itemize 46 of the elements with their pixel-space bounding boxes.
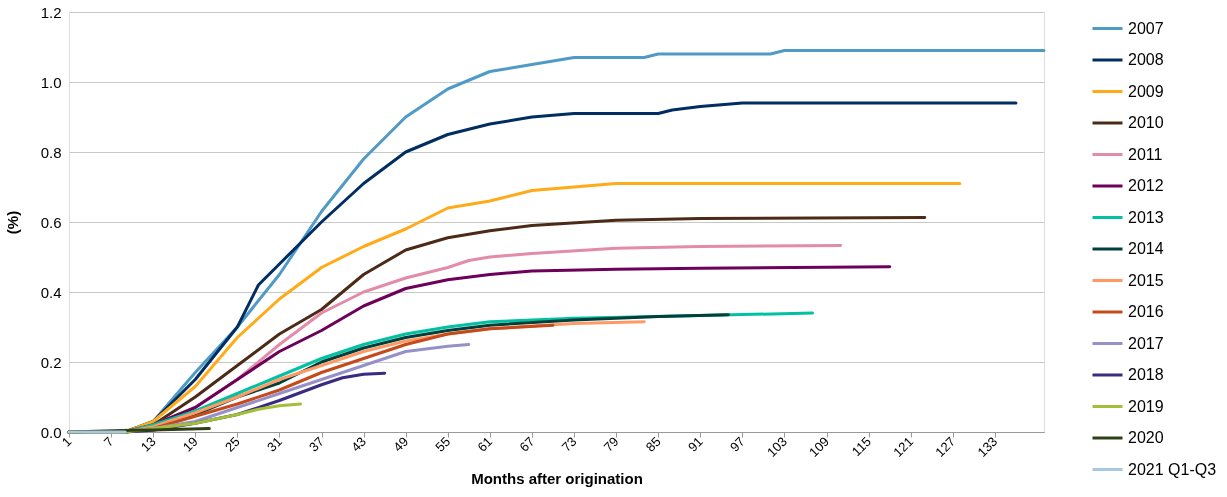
x-tick-label: 127 (932, 433, 959, 460)
x-tick-label: 91 (684, 433, 706, 455)
x-tick-label: 133 (974, 433, 1001, 460)
x-tick-label: 7 (100, 433, 117, 450)
legend-label: 2021 Q1-Q3 (1128, 460, 1217, 478)
x-tick-label: 49 (390, 433, 412, 455)
y-tick-label: 0.2 (40, 353, 62, 371)
legend-label: 2015 (1128, 271, 1164, 289)
legend-label: 2011 (1128, 145, 1163, 163)
x-tick-label: 109 (806, 433, 832, 460)
legend-label: 2009 (1128, 82, 1164, 100)
x-tick-label: 85 (642, 433, 664, 455)
x-tick-label: 13 (137, 433, 159, 455)
y-tick-label: 0.0 (40, 423, 62, 441)
x-tick-label: 61 (474, 433, 496, 455)
x-tick-label: 97 (726, 433, 748, 455)
x-tick-label: 115 (848, 433, 875, 460)
x-tick-label: 19 (179, 433, 201, 455)
x-tick-label: 43 (348, 433, 370, 455)
y-tick-label: 0.4 (40, 283, 62, 301)
x-tick-label: 103 (763, 433, 790, 460)
legend-label: 2013 (1128, 208, 1164, 226)
y-tick-label: 1.2 (40, 3, 62, 21)
y-tick-label: 0.6 (40, 213, 62, 231)
y-tick-label: 0.8 (40, 143, 62, 161)
legend-label: 2019 (1128, 397, 1164, 415)
x-tick-label: 31 (264, 433, 285, 455)
y-axis-title: (%) (3, 210, 21, 235)
legend-label: 2017 (1128, 334, 1164, 352)
x-tick-label: 79 (600, 433, 622, 455)
legend-label: 2018 (1128, 366, 1164, 383)
legend-label: 2020 (1128, 429, 1164, 446)
legend-label: 2007 (1128, 19, 1164, 37)
x-tick-label: 121 (890, 433, 917, 460)
legend-label: 2016 (1128, 303, 1164, 320)
x-axis-title: Months after origination (471, 469, 643, 487)
y-tick-label: 1.0 (40, 73, 62, 91)
legend-label: 2010 (1128, 114, 1164, 131)
x-tick-label: 73 (558, 433, 580, 455)
legend-label: 2014 (1128, 240, 1164, 257)
legend-label: 2008 (1128, 51, 1164, 68)
x-tick-label: 67 (516, 433, 538, 455)
legend-label: 2012 (1128, 177, 1164, 194)
x-tick-label: 37 (306, 433, 327, 455)
x-tick-label: 55 (432, 433, 454, 455)
x-tick-label: 25 (221, 433, 243, 455)
